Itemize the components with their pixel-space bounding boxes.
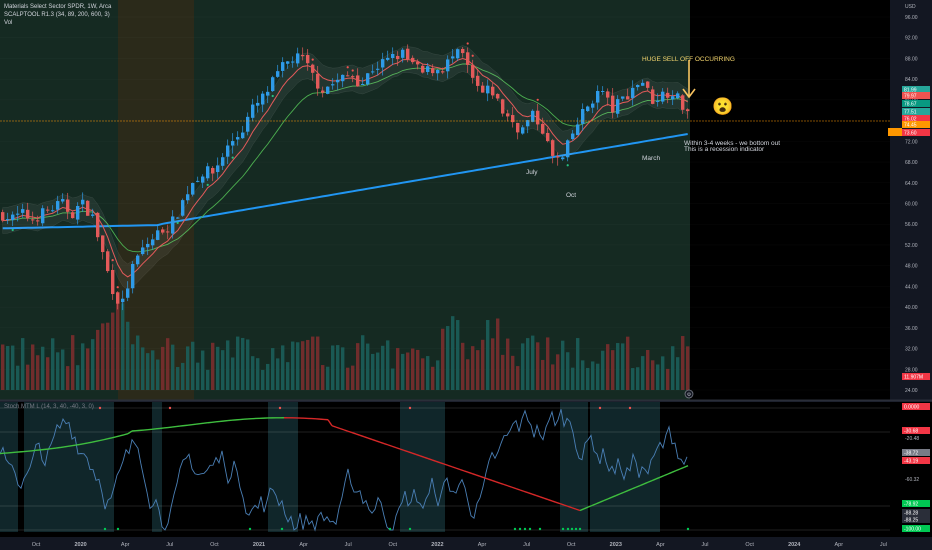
- symbol-title[interactable]: Materials Select Sector SPDR, 1W, Arca: [4, 4, 112, 10]
- svg-text:48.00: 48.00: [905, 264, 918, 270]
- svg-text:Oct: Oct: [745, 542, 754, 548]
- price-axis[interactable]: USD96.0092.0088.0084.0080.0076.0072.0068…: [905, 4, 918, 394]
- settings-gear-glyph: ⚙: [687, 392, 692, 398]
- svg-text:36.00: 36.00: [905, 326, 918, 332]
- svg-text:78.67: 78.67: [904, 102, 917, 108]
- ma-200-line: [2, 133, 688, 230]
- bottom-annotation-line2: This is a recession indicator: [684, 146, 765, 153]
- svg-text:44.00: 44.00: [905, 284, 918, 290]
- ma-89-line: [2, 63, 688, 253]
- grid-lines: [0, 16, 890, 391]
- svg-text:92.00: 92.00: [905, 36, 918, 42]
- svg-text:60.00: 60.00: [905, 202, 918, 208]
- settings-gear-icon[interactable]: [684, 389, 694, 399]
- signal-dots: [11, 42, 569, 289]
- svg-text:0.0000: 0.0000: [904, 405, 920, 411]
- svg-text:2021: 2021: [253, 542, 265, 548]
- svg-text:-100.00: -100.00: [904, 527, 921, 533]
- svg-text:40.00: 40.00: [905, 305, 918, 311]
- chart-legend: Materials Select Sector SPDR, 1W, Arca S…: [4, 3, 111, 27]
- svg-text:88.00: 88.00: [905, 56, 918, 62]
- svg-text:Apr: Apr: [656, 542, 665, 548]
- svg-text:-43.19: -43.19: [904, 459, 918, 465]
- svg-text:Oct: Oct: [210, 542, 219, 548]
- sell-off-annotation: HUGE SELL OFF OCCURRING: [642, 56, 735, 63]
- svg-text:Jul: Jul: [166, 542, 173, 548]
- svg-text:74.45: 74.45: [904, 123, 917, 129]
- svg-text:Apr: Apr: [478, 542, 487, 548]
- svg-text:-38.72: -38.72: [904, 451, 918, 457]
- svg-text:84.00: 84.00: [905, 77, 918, 83]
- svg-text:Jul: Jul: [345, 542, 352, 548]
- svg-text:32.00: 32.00: [905, 347, 918, 353]
- svg-text:USD: USD: [905, 4, 916, 10]
- svg-text:11.907M: 11.907M: [904, 375, 923, 381]
- candlesticks: [1, 44, 690, 311]
- surprised-emoji-icon: 😮: [712, 97, 733, 116]
- svg-text:56.00: 56.00: [905, 222, 918, 228]
- svg-text:28.00: 28.00: [905, 367, 918, 373]
- svg-text:-30.68: -30.68: [904, 429, 918, 435]
- svg-text:-88.25: -88.25: [904, 518, 918, 524]
- svg-text:52.00: 52.00: [905, 243, 918, 249]
- bottom-annotation-line1: Within 3-4 weeks - we bottom out: [684, 140, 780, 147]
- svg-text:2024: 2024: [788, 542, 801, 548]
- svg-text:-20.48: -20.48: [905, 436, 919, 442]
- background-shading: [0, 0, 890, 400]
- indicator-title[interactable]: SCALPTOOL R1.3 (34, 89, 200, 600, 3): [4, 12, 110, 18]
- svg-text:73.60: 73.60: [904, 131, 917, 137]
- svg-text:24.00: 24.00: [905, 388, 918, 394]
- svg-text:Apr: Apr: [299, 542, 308, 548]
- svg-text:81.99: 81.99: [904, 88, 917, 94]
- svg-text:Apr: Apr: [121, 542, 130, 548]
- oscillator-pane: [0, 402, 932, 537]
- svg-text:2023: 2023: [610, 542, 622, 548]
- volume-bars: [1, 298, 690, 390]
- svg-text:96.00: 96.00: [905, 15, 918, 21]
- svg-text:2020: 2020: [74, 542, 86, 548]
- march-label: March: [642, 155, 660, 162]
- svg-text:-88.28: -88.28: [904, 511, 918, 517]
- svg-text:79.97: 79.97: [904, 94, 917, 100]
- svg-text:76.02: 76.02: [904, 117, 917, 123]
- svg-text:72.00: 72.00: [905, 139, 918, 145]
- july-label: July: [526, 169, 538, 176]
- svg-text:-78.92: -78.92: [904, 502, 918, 508]
- svg-text:Oct: Oct: [389, 542, 398, 548]
- oscillator-labels: 0.0000 -30.68 -38.72 -43.19 -78.92 -88.28-88.…: [902, 403, 930, 533]
- svg-text:Oct: Oct: [32, 542, 41, 548]
- svg-text:Jul: Jul: [701, 542, 708, 548]
- sell-off-arrow-head: [682, 88, 696, 99]
- svg-text:77.51: 77.51: [904, 110, 917, 116]
- svg-text:68.00: 68.00: [905, 160, 918, 166]
- svg-text:Apr: Apr: [835, 542, 844, 548]
- svg-text:Jul: Jul: [523, 542, 530, 548]
- svg-text:-60.32: -60.32: [905, 477, 919, 483]
- oscillator-axis[interactable]: -20.48 -60.32: [905, 436, 919, 483]
- oscillator-title[interactable]: Stoch MTM L (14, 3, 40, -40, 3, 0): [4, 404, 94, 410]
- oct-label: Oct: [566, 192, 576, 199]
- svg-text:Jul: Jul: [880, 542, 887, 548]
- svg-text:Oct: Oct: [567, 542, 576, 548]
- svg-text:64.00: 64.00: [905, 181, 918, 187]
- volume-title[interactable]: Vol: [4, 20, 13, 26]
- time-axis[interactable]: Oct 2020 Apr Jul Oct 2021 Apr Jul Oct 2022 Apr Jul O…: [0, 537, 932, 550]
- svg-text:2022: 2022: [431, 542, 443, 548]
